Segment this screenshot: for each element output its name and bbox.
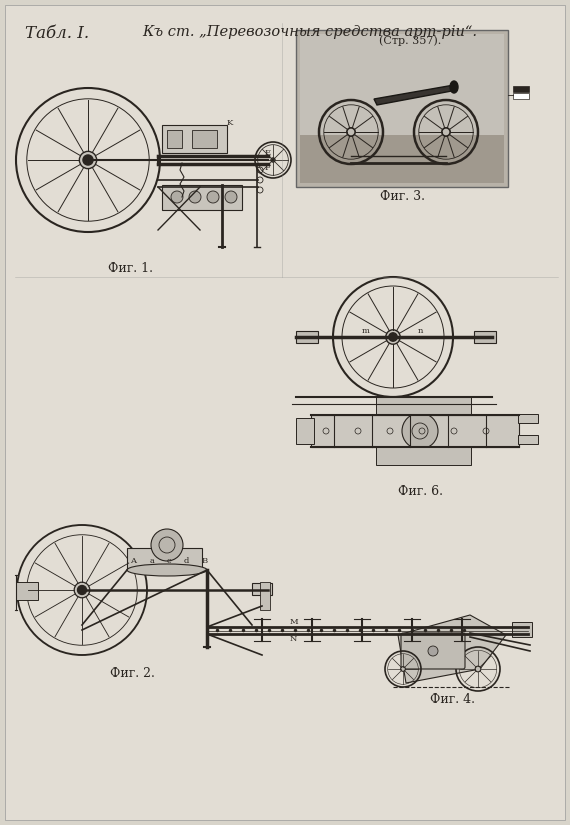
- Circle shape: [442, 128, 450, 136]
- Bar: [162, 185, 242, 210]
- Polygon shape: [398, 615, 506, 683]
- Circle shape: [402, 413, 438, 449]
- Circle shape: [272, 158, 274, 161]
- Bar: [512, 622, 532, 637]
- Text: Фиг. 6.: Фиг. 6.: [397, 485, 442, 498]
- Bar: [513, 86, 529, 92]
- Text: Фиг. 1.: Фиг. 1.: [108, 262, 153, 275]
- Text: K: K: [227, 119, 233, 127]
- Bar: [192, 130, 217, 148]
- Circle shape: [79, 151, 97, 168]
- Bar: [311, 415, 519, 447]
- Bar: [518, 435, 538, 444]
- Bar: [300, 135, 504, 183]
- Circle shape: [83, 155, 93, 165]
- Circle shape: [475, 666, 481, 672]
- Circle shape: [389, 332, 397, 342]
- Circle shape: [225, 191, 237, 203]
- Bar: [260, 582, 270, 610]
- Circle shape: [151, 529, 183, 561]
- Bar: [162, 125, 227, 153]
- Bar: [513, 93, 529, 99]
- Bar: [127, 548, 202, 570]
- Text: m: m: [362, 327, 370, 335]
- Bar: [518, 414, 538, 423]
- Text: N: N: [290, 635, 298, 643]
- Text: F: F: [265, 164, 271, 172]
- Circle shape: [428, 646, 438, 656]
- Bar: [252, 583, 272, 595]
- Text: Фиг. 2.: Фиг. 2.: [109, 667, 154, 680]
- Text: a: a: [150, 557, 155, 565]
- Text: Къ ст. „Перевозочныя средства арт-рiи“.: Къ ст. „Перевозочныя средства арт-рiи“.: [142, 25, 478, 39]
- Circle shape: [207, 191, 219, 203]
- Circle shape: [347, 128, 355, 136]
- Circle shape: [171, 191, 183, 203]
- Polygon shape: [374, 85, 457, 105]
- Bar: [296, 418, 314, 444]
- Text: (Стр. 357).: (Стр. 357).: [379, 35, 441, 45]
- Circle shape: [271, 158, 275, 163]
- Bar: [167, 130, 182, 148]
- FancyBboxPatch shape: [401, 633, 465, 669]
- Text: Табл. I.: Табл. I.: [25, 25, 89, 42]
- Text: c: c: [167, 557, 172, 565]
- Bar: [300, 34, 504, 135]
- Bar: [296, 331, 318, 343]
- Circle shape: [386, 330, 400, 344]
- Circle shape: [401, 667, 405, 672]
- Circle shape: [74, 582, 90, 598]
- Bar: [474, 331, 496, 343]
- Bar: [376, 447, 471, 465]
- Circle shape: [78, 586, 87, 595]
- Bar: [16, 582, 38, 600]
- Bar: [296, 30, 508, 187]
- Text: M: M: [290, 618, 299, 626]
- Bar: [376, 397, 471, 415]
- Circle shape: [189, 191, 201, 203]
- Ellipse shape: [127, 564, 207, 576]
- Text: Фиг. 3.: Фиг. 3.: [380, 190, 425, 203]
- Text: B: B: [202, 557, 208, 565]
- Text: A: A: [130, 557, 136, 565]
- Text: d: d: [184, 557, 189, 565]
- Text: n: n: [418, 327, 424, 335]
- Text: Фиг. 4.: Фиг. 4.: [430, 693, 475, 706]
- Ellipse shape: [450, 81, 458, 93]
- Text: E: E: [265, 149, 271, 157]
